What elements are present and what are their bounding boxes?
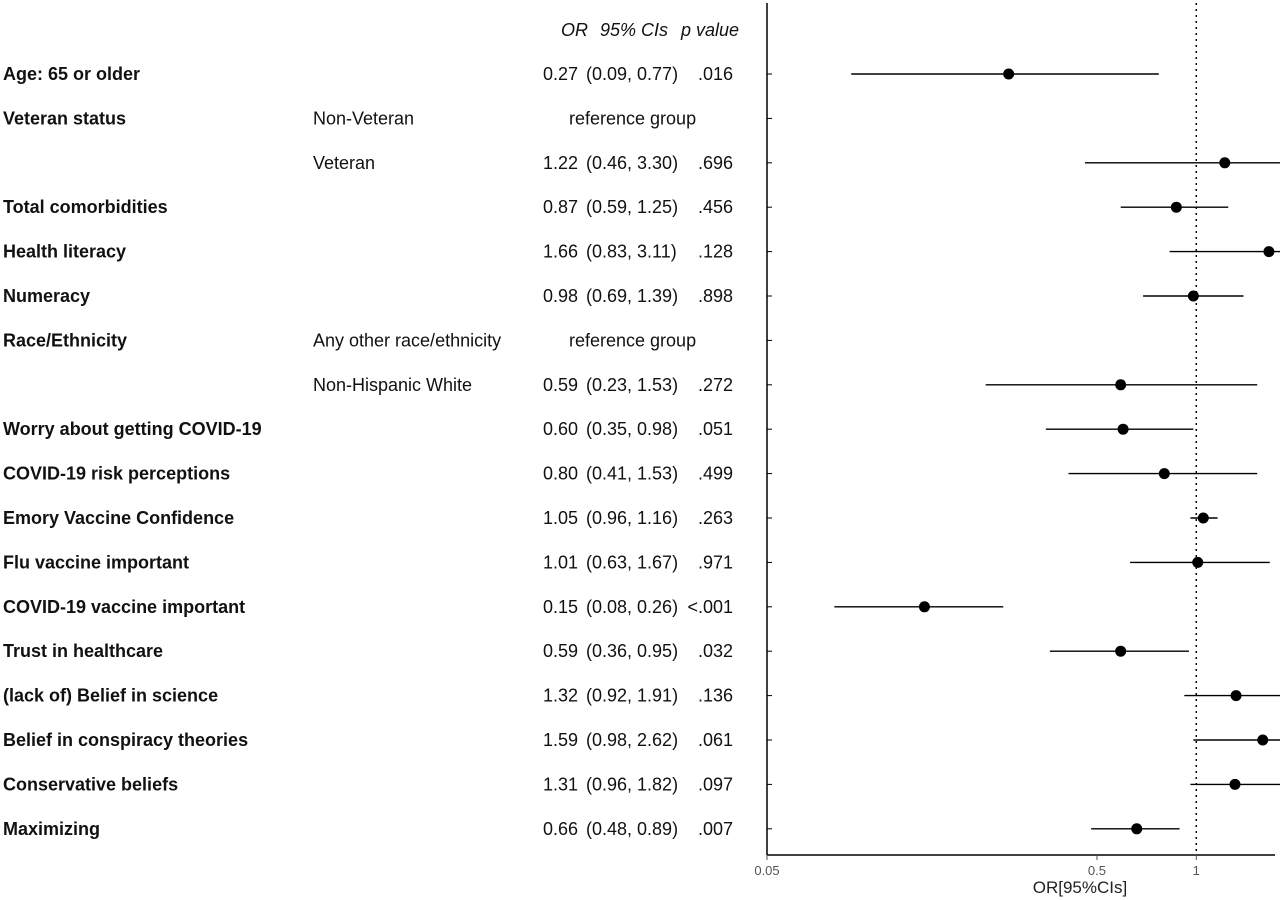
header-or: OR bbox=[561, 20, 588, 40]
ci-value: (0.96, 1.16) bbox=[586, 508, 678, 528]
or-point bbox=[1170, 201, 1182, 213]
ci-value: (0.69, 1.39) bbox=[586, 286, 678, 306]
p-value: .136 bbox=[698, 686, 733, 706]
p-value: .499 bbox=[698, 464, 733, 484]
row-sublabel: Veteran bbox=[313, 153, 375, 173]
p-value: .971 bbox=[698, 552, 733, 572]
p-value: .263 bbox=[698, 508, 733, 528]
row-label: Maximizing bbox=[3, 819, 100, 839]
or-point bbox=[1003, 68, 1015, 80]
or-point bbox=[1115, 645, 1127, 657]
or-value: 1.31 bbox=[543, 774, 578, 794]
header-p-value: p value bbox=[680, 20, 739, 40]
row-label: COVID-19 risk perceptions bbox=[3, 464, 230, 484]
or-point bbox=[1229, 778, 1241, 790]
ci-value: (0.98, 2.62) bbox=[586, 730, 678, 750]
ci-value: (0.96, 1.82) bbox=[586, 774, 678, 794]
or-value: 0.98 bbox=[543, 286, 578, 306]
or-value: 0.80 bbox=[543, 464, 578, 484]
or-value: 0.87 bbox=[543, 197, 578, 217]
x-tick-label: 0.05 bbox=[754, 863, 779, 878]
row-label: COVID-19 vaccine important bbox=[3, 597, 245, 617]
row-label: Race/Ethnicity bbox=[3, 330, 127, 350]
or-point bbox=[1192, 556, 1204, 568]
row-sublabel: Non-Veteran bbox=[313, 108, 414, 128]
ci-value: (0.59, 1.25) bbox=[586, 197, 678, 217]
or-value: 1.05 bbox=[543, 508, 578, 528]
header-ci: 95% CIs bbox=[600, 20, 668, 40]
or-point bbox=[1230, 690, 1242, 702]
or-point bbox=[1197, 512, 1209, 524]
p-value: .097 bbox=[698, 774, 733, 794]
row-sublabel: Non-Hispanic White bbox=[313, 375, 472, 395]
or-value: 0.27 bbox=[543, 64, 578, 84]
or-value: 0.60 bbox=[543, 419, 578, 439]
ci-value: (0.35, 0.98) bbox=[586, 419, 678, 439]
or-value: 1.22 bbox=[543, 153, 578, 173]
or-point bbox=[1219, 157, 1231, 169]
or-point bbox=[1187, 290, 1199, 302]
p-value: <.001 bbox=[687, 597, 733, 617]
row-label: Emory Vaccine Confidence bbox=[3, 508, 234, 528]
plot-area: 0.050.512345 bbox=[754, 3, 1280, 878]
or-value: 1.01 bbox=[543, 552, 578, 572]
ci-value: (0.23, 1.53) bbox=[586, 375, 678, 395]
ci-value: (0.48, 0.89) bbox=[586, 819, 678, 839]
ci-value: (0.41, 1.53) bbox=[586, 464, 678, 484]
reference-group-text: reference group bbox=[569, 330, 696, 350]
p-value: .032 bbox=[698, 641, 733, 661]
ci-value: (0.63, 1.67) bbox=[586, 552, 678, 572]
p-value: .051 bbox=[698, 419, 733, 439]
or-value: 0.15 bbox=[543, 597, 578, 617]
row-label: Total comorbidities bbox=[3, 197, 168, 217]
x-tick-label: 1 bbox=[1193, 863, 1200, 878]
or-point bbox=[1117, 423, 1129, 435]
ci-value: (0.83, 3.11) bbox=[586, 242, 677, 262]
x-tick-label: 0.5 bbox=[1088, 863, 1106, 878]
or-value: 0.66 bbox=[543, 819, 578, 839]
p-value: .061 bbox=[698, 730, 733, 750]
p-value: .898 bbox=[698, 286, 733, 306]
ci-value: (0.09, 0.77) bbox=[586, 64, 678, 84]
or-value: 1.32 bbox=[543, 686, 578, 706]
p-value: .128 bbox=[698, 242, 733, 262]
or-value: 0.59 bbox=[543, 375, 578, 395]
row-sublabel: Any other race/ethnicity bbox=[313, 330, 501, 350]
table-rows: Age: 65 or older 0.27 (0.09, 0.77) .016 Vete… bbox=[3, 64, 733, 839]
p-value: .696 bbox=[698, 153, 733, 173]
ci-value: (0.36, 0.95) bbox=[586, 641, 678, 661]
row-label: Conservative beliefs bbox=[3, 774, 178, 794]
x-axis-title: OR[95%CIs] bbox=[1033, 878, 1127, 897]
row-label: Trust in healthcare bbox=[3, 641, 163, 661]
or-point bbox=[1115, 379, 1127, 391]
or-value: 1.66 bbox=[543, 242, 578, 262]
or-point bbox=[1263, 246, 1275, 258]
p-value: .272 bbox=[698, 375, 733, 395]
p-value: .007 bbox=[698, 819, 733, 839]
p-value: .456 bbox=[698, 197, 733, 217]
reference-group-text: reference group bbox=[569, 108, 696, 128]
row-label: Veteran status bbox=[3, 108, 126, 128]
ci-value: (0.92, 1.91) bbox=[586, 686, 678, 706]
row-label: Worry about getting COVID-19 bbox=[3, 419, 262, 439]
or-value: 0.59 bbox=[543, 641, 578, 661]
row-label: Health literacy bbox=[3, 242, 126, 262]
ci-value: (0.08, 0.26) bbox=[586, 597, 678, 617]
row-label: (lack of) Belief in science bbox=[3, 686, 218, 706]
row-label: Flu vaccine important bbox=[3, 552, 189, 572]
row-label: Numeracy bbox=[3, 286, 90, 306]
row-label: Belief in conspiracy theories bbox=[3, 730, 248, 750]
row-label: Age: 65 or older bbox=[3, 64, 140, 84]
or-point bbox=[1158, 468, 1170, 480]
or-point bbox=[1257, 734, 1269, 746]
ci-value: (0.46, 3.30) bbox=[586, 153, 678, 173]
or-point bbox=[918, 601, 930, 613]
p-value: .016 bbox=[698, 64, 733, 84]
or-value: 1.59 bbox=[543, 730, 578, 750]
or-point bbox=[1131, 823, 1143, 835]
